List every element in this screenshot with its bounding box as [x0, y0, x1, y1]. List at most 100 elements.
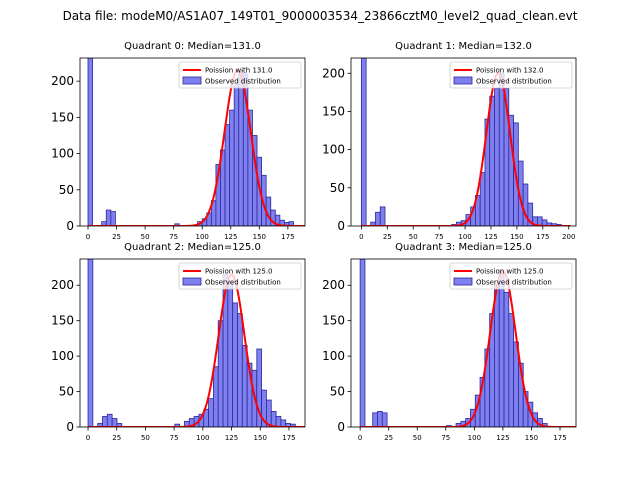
bar-2	[105, 209, 112, 226]
y-tick-label: 200	[51, 74, 74, 88]
x-tick-label: 100	[196, 434, 209, 442]
legend: Poission with 125.0 Observed distribution	[178, 262, 302, 290]
bar-11	[224, 124, 231, 226]
x-tick-label: 50	[141, 434, 150, 442]
x-tick-label: 75	[170, 434, 179, 442]
axes-frame	[79, 57, 306, 227]
x-tick-label: 100	[196, 233, 209, 241]
chart-panel-1: Quadrant 1: Median=132.0 0 25 50 75 100 125 150…	[322, 41, 577, 241]
chart-panel-0: Quadrant 0: Median=131.0 0 25 50 75 100 125 150…	[51, 41, 306, 241]
legend-bars-swatch	[453, 76, 473, 85]
x-tick-label: 175	[536, 233, 549, 241]
x-tick-label: 75	[435, 233, 444, 241]
chart-title: Quadrant 2: Median=125.0	[124, 242, 261, 253]
figure-suptitle: Data file: modeM0/AS1A07_149T01_90000035…	[63, 9, 578, 23]
legend-curve-label: Poission with 125.0	[205, 268, 273, 276]
chart-title: Quadrant 3: Median=125.0	[395, 242, 532, 253]
y-tick-label: 100	[51, 349, 74, 363]
bar-13	[494, 88, 500, 226]
bar-4	[111, 418, 118, 427]
chart-title: Quadrant 0: Median=131.0	[124, 41, 261, 52]
chart-panel-2: Quadrant 2: Median=125.0 0 25 50 75 100 125 150…	[51, 242, 306, 442]
x-tick-label: 125	[225, 434, 238, 442]
bar-19	[241, 345, 248, 427]
x-tick-label: 75	[169, 233, 178, 241]
bar-0	[87, 58, 93, 226]
bar-12	[229, 109, 235, 226]
legend-curve-label: Poission with 131.0	[205, 67, 273, 75]
x-tick-label: 0	[86, 233, 90, 241]
poisson-curve	[88, 273, 305, 427]
bar-4	[174, 223, 180, 226]
legend-box	[449, 262, 573, 290]
bar-12	[489, 95, 495, 226]
bar-3	[110, 211, 116, 226]
bar-0	[87, 259, 94, 427]
x-tick-label: 0	[358, 434, 362, 442]
x-tick-label: 25	[112, 434, 121, 442]
bar-16	[508, 313, 515, 427]
x-tick-label: 50	[141, 233, 150, 241]
bar-2	[375, 211, 381, 226]
y-tick-label: 50	[59, 183, 74, 197]
legend-bars-swatch	[182, 277, 202, 286]
y-tick-label: 0	[66, 420, 74, 434]
axes-frame	[79, 258, 306, 428]
legend-bars-label: Observed distribution	[205, 279, 281, 287]
legend-curve-label: Poission with 125.0	[476, 268, 544, 276]
axes-frame	[350, 57, 577, 227]
x-tick-label: 125	[224, 233, 237, 241]
legend-box	[449, 61, 573, 89]
x-tick-label: 125	[484, 233, 497, 241]
bar-2	[102, 415, 108, 427]
y-tick-label: 150	[322, 104, 345, 118]
bar-13	[494, 284, 500, 427]
chart-title: Quadrant 1: Median=132.0	[395, 41, 532, 52]
bar-12	[208, 398, 214, 427]
legend: Poission with 132.0 Observed distribution	[449, 61, 573, 89]
y-tick-label: 0	[337, 420, 345, 434]
poisson-curve	[360, 269, 576, 427]
y-tick-label: 50	[330, 181, 345, 195]
bar-26	[275, 415, 282, 427]
axes-frame	[350, 258, 577, 428]
bars	[87, 259, 296, 427]
legend-bars-swatch	[453, 277, 473, 286]
y-tick-label: 200	[322, 278, 345, 292]
legend: Poission with 125.0 Observed distribution	[449, 262, 573, 290]
y-tick-label: 0	[66, 219, 74, 233]
x-tick-label: 75	[441, 434, 450, 442]
poisson-curve	[361, 72, 571, 226]
x-tick-label: 150	[253, 233, 266, 241]
legend: Poission with 131.0 Observed distribution	[178, 61, 302, 89]
bar-3	[379, 206, 386, 226]
x-tick-label: 175	[281, 233, 294, 241]
bar-13	[233, 84, 240, 226]
x-tick-label: 200	[562, 233, 575, 241]
bar-22	[256, 348, 263, 427]
bar-14	[498, 72, 505, 226]
bar-14	[498, 270, 505, 427]
y-tick-label: 150	[51, 110, 74, 124]
bar-14	[238, 69, 244, 226]
legend-box	[178, 262, 302, 290]
legend-bars-swatch	[182, 76, 202, 85]
x-tick-label: 25	[383, 233, 392, 241]
bar-20	[527, 202, 534, 226]
poisson-curve	[87, 69, 305, 226]
bar-0	[359, 259, 366, 427]
chart-panel-3: Quadrant 3: Median=125.0 0 25 50 75 100 125 150…	[322, 242, 577, 442]
y-tick-label: 200	[322, 66, 345, 80]
x-tick-label: 150	[254, 434, 267, 442]
legend-bars-label: Observed distribution	[476, 279, 552, 287]
y-tick-label: 100	[322, 143, 345, 157]
bar-2	[377, 411, 383, 427]
bar-25	[270, 411, 277, 427]
bar-10	[479, 172, 486, 226]
bar-18	[237, 313, 243, 427]
y-tick-label: 100	[322, 349, 345, 363]
bar-1	[372, 412, 378, 427]
bar-17	[232, 302, 238, 427]
x-tick-label: 25	[384, 434, 393, 442]
